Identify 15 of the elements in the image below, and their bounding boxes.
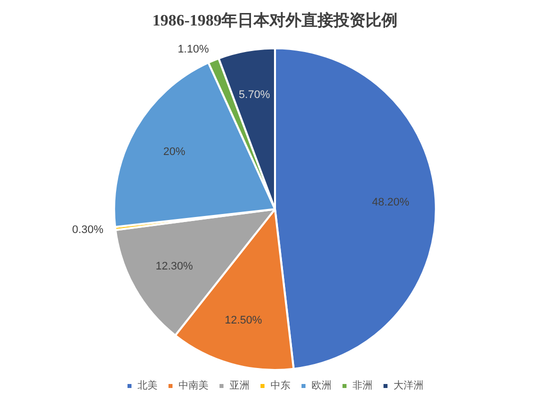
data-label: 1.10% <box>178 43 210 56</box>
data-label: 48.20% <box>372 196 410 208</box>
legend-label: 中东 <box>270 380 290 392</box>
data-label: 5.70% <box>238 89 270 102</box>
data-label: 0.30% <box>72 224 104 236</box>
legend-label: 中南美 <box>178 380 208 392</box>
legend-label: 北美 <box>138 380 158 392</box>
data-label: 12.30% <box>156 260 194 272</box>
legend-label: 欧洲 <box>312 380 332 392</box>
data-label: 12.50% <box>224 314 262 327</box>
legend-label: 非洲 <box>352 380 372 392</box>
legend-label: 大洋洲 <box>394 380 424 392</box>
chart-title: 1986-1989年日本对外直接投资比例 <box>152 12 398 30</box>
legend-label: 亚洲 <box>230 380 250 392</box>
data-label: 20% <box>163 146 186 158</box>
